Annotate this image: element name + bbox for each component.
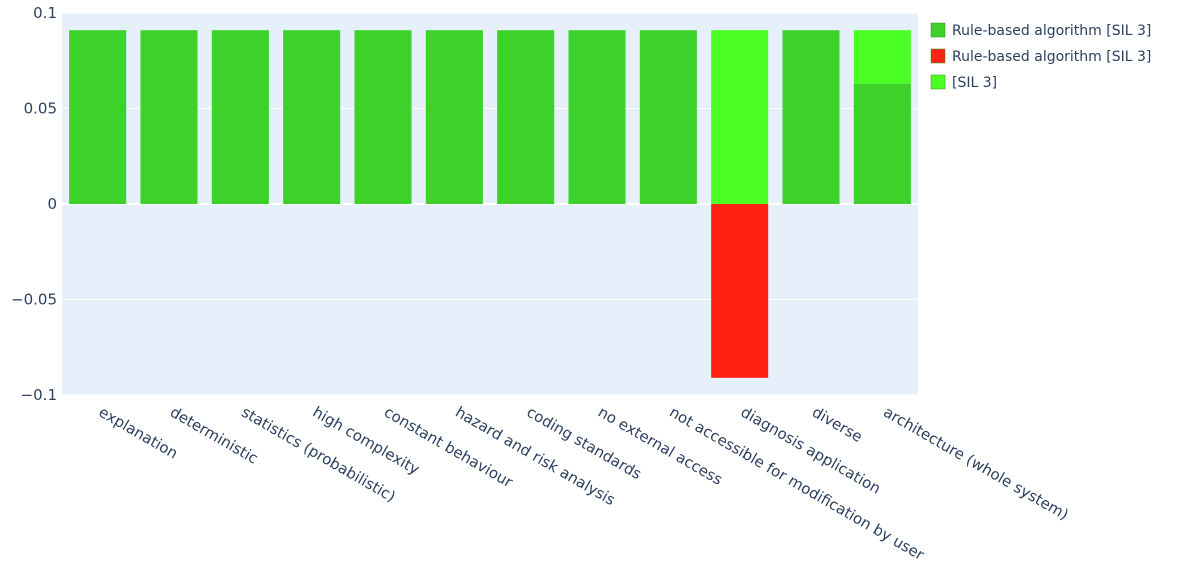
legend-swatch[interactable] <box>930 22 946 38</box>
legend[interactable]: Rule-based algorithm [SIL 3] Rule-based a… <box>930 22 1151 91</box>
legend-label[interactable]: Rule-based algorithm [SIL 3] <box>952 49 1151 65</box>
y-tick-label: 0 <box>47 195 57 213</box>
x-tick-label: architecture (whole system) <box>880 403 1071 524</box>
legend-label[interactable]: [SIL 3] <box>952 75 997 91</box>
y-tick-label: −0.05 <box>11 291 57 309</box>
bar-coding-standards-series-0[interactable] <box>497 30 555 204</box>
legend-label[interactable]: Rule-based algorithm [SIL 3] <box>952 23 1151 39</box>
y-tick-label: 0.1 <box>33 4 57 22</box>
x-tick-label: not accessible for modification by user <box>666 403 928 564</box>
bar-diagnosis-application-series-2[interactable] <box>711 30 769 204</box>
bar-high-complexity-series-0[interactable] <box>283 30 341 204</box>
bar-hazard-and-risk-analysis-series-0[interactable] <box>425 30 483 204</box>
y-tick-label: 0.05 <box>24 100 57 118</box>
bar-diagnosis-application-series-1[interactable] <box>711 204 769 378</box>
legend-swatch[interactable] <box>930 74 946 90</box>
legend-swatch[interactable] <box>930 48 946 64</box>
bar-not-accessible-for-modification-by-user-series-0[interactable] <box>639 30 697 204</box>
bar-architecture-whole-system--series-2[interactable] <box>853 30 911 84</box>
x-tick-label: no external access <box>595 403 726 489</box>
bar-explanation-series-0[interactable] <box>69 30 127 204</box>
bar-statistics-probabilistic--series-0[interactable] <box>211 30 269 204</box>
grid-lines <box>62 12 918 396</box>
bars <box>69 30 911 378</box>
x-tick-label: explanation <box>96 403 181 463</box>
bar-architecture-whole-system--series-0[interactable] <box>853 83 911 204</box>
bar-constant-behaviour-series-0[interactable] <box>354 30 412 204</box>
bar-no-external-access-series-0[interactable] <box>568 30 626 204</box>
bar-diverse-series-0[interactable] <box>782 30 840 204</box>
bar-deterministic-series-0[interactable] <box>140 30 198 204</box>
x-tick-label: diverse <box>809 403 866 446</box>
x-tick-label: constant behaviour <box>381 403 517 492</box>
y-axis-ticks: 0.1 0.05 0 −0.05 −0.1 <box>11 4 57 404</box>
y-tick-label: −0.1 <box>21 386 57 404</box>
